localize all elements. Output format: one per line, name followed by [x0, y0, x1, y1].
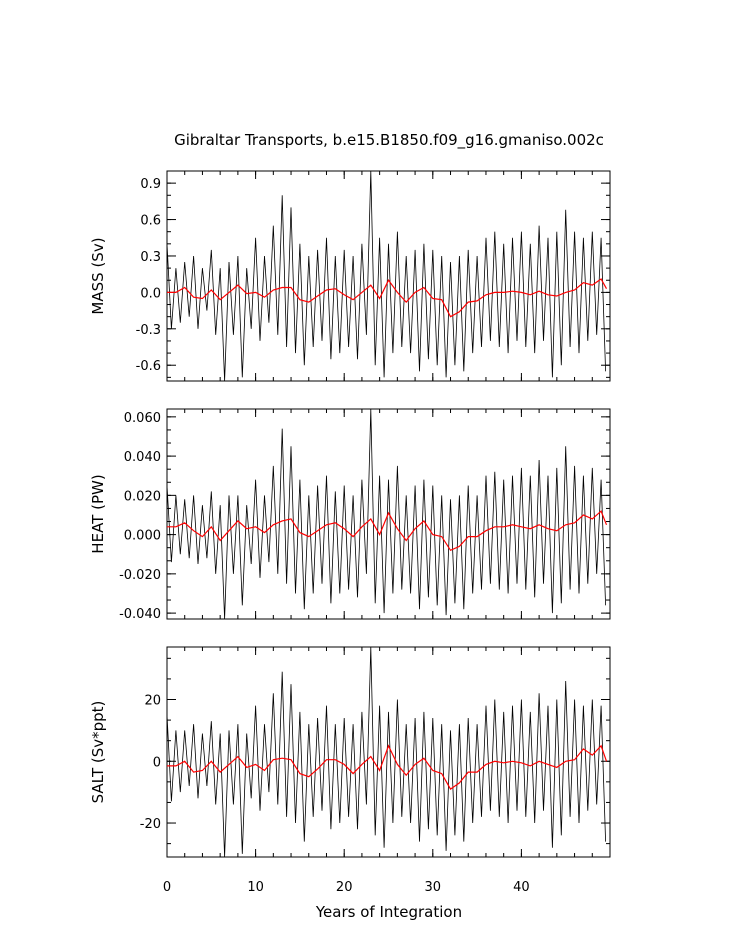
chart-title: Gibraltar Transports, b.e15.B1850.f09_g1…: [174, 131, 604, 150]
salt-y-tick-label: 0: [153, 755, 161, 770]
mass-raw-series-line: [167, 171, 606, 381]
mass-y-tick-label: -0.6: [136, 359, 161, 374]
heat-panel: 0.060 0.040 0.020 0.000 -0.020 -0.040 HEAT (PW…: [89, 408, 611, 622]
mass-plot-frame: [166, 170, 611, 382]
heat-y-tick-label: 0.040: [124, 450, 161, 465]
heat-smoothed-series-line: [167, 510, 608, 552]
salt-panel: 20 0 -20 SALT (Sv*ppt): [89, 646, 611, 858]
heat-y-tick-label: -0.040: [119, 607, 161, 622]
mass-y-tick-label: 0.6: [140, 214, 161, 229]
salt-y-tick-label: -20: [140, 817, 161, 832]
mass-y-tick-label: 0.3: [140, 250, 161, 265]
heat-y-tick-label: 0.000: [124, 529, 161, 544]
x-tick-label: 30: [425, 880, 442, 895]
salt-raw-series-line: [167, 647, 606, 857]
x-tick-label: 20: [336, 880, 353, 895]
x-tick-label: 0: [163, 880, 171, 895]
mass-y-tick-label: 0.0: [140, 286, 161, 301]
x-axis-label: Years of Integration: [315, 903, 462, 921]
x-tick-label: 40: [513, 880, 530, 895]
mass-smoothed-series-line: [167, 278, 608, 318]
mass-panel: 0.9 0.6 0.3 0.0 -0.3 -0.6 MASS (Sv): [89, 170, 611, 382]
heat-y-tick-label: 0.020: [124, 489, 161, 504]
heat-y-tick-label: -0.020: [119, 568, 161, 583]
salt-y-tick-label: 20: [144, 694, 161, 709]
mass-y-axis-label: MASS (Sv): [89, 237, 107, 314]
mass-y-tick-label: 0.9: [140, 177, 161, 192]
heat-raw-series-line: [167, 409, 606, 619]
heat-y-axis-label: HEAT (PW): [89, 474, 107, 553]
salt-smoothed-series-line: [167, 744, 608, 790]
heat-plot-frame: [166, 408, 611, 620]
mass-y-tick-label: -0.3: [136, 323, 161, 338]
salt-plot-frame: [166, 646, 611, 858]
heat-y-tick-label: 0.060: [124, 411, 161, 426]
x-tick-label: 10: [247, 880, 264, 895]
salt-y-axis-label: SALT (Sv*ppt): [89, 701, 107, 804]
